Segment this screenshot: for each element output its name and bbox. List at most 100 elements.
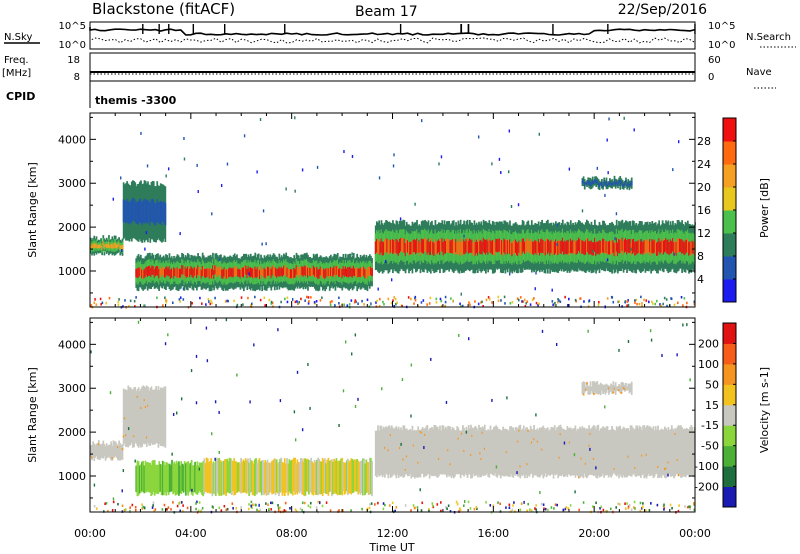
velocity-ground-mark (223, 504, 226, 508)
velocity-mark (483, 447, 486, 450)
velocity-mark (451, 427, 454, 477)
velocity-mark (607, 387, 610, 390)
power-mark (433, 242, 436, 256)
velocity-mark (324, 458, 326, 493)
velocity-mark (307, 459, 310, 495)
power-ground-mark (329, 303, 332, 307)
velocity-ground-mark (617, 502, 619, 506)
power-ground-mark (428, 302, 431, 305)
power-mark (450, 239, 453, 253)
power-ground-mark (304, 299, 306, 302)
velocity-ground-mark (693, 508, 696, 512)
cpid-value: themis -3300 (95, 94, 177, 107)
power-mark (415, 240, 417, 255)
power-mark (160, 268, 163, 277)
power-scatter-mark (351, 252, 353, 256)
velocity-mark (175, 460, 178, 495)
velocity-mark (593, 392, 595, 395)
power-mark (466, 237, 469, 252)
velocity-mark (440, 430, 443, 475)
velocity-ground-mark (609, 507, 612, 511)
velocity-mark (267, 462, 270, 495)
colorbar-tick-label: 12 (697, 227, 711, 240)
velocity-mark (342, 461, 345, 491)
power-mark (126, 198, 129, 223)
velocity-mark (286, 458, 288, 492)
velocity-mark (142, 385, 145, 444)
velocity-mark (602, 426, 604, 474)
velocity-mark (441, 425, 444, 475)
power-scatter-mark (351, 154, 354, 158)
velocity-ground-mark (284, 509, 287, 513)
velocity-mark (190, 459, 193, 495)
velocity-mark (235, 461, 238, 493)
velocity-mark (617, 386, 619, 391)
power-mark (371, 268, 373, 277)
velocity-mark (121, 444, 124, 460)
velocity-mark (123, 417, 126, 420)
power-mark (180, 268, 182, 278)
power-mark (522, 238, 525, 252)
power-ground-mark (439, 297, 442, 301)
velocity-scatter-mark (573, 453, 576, 457)
velocity-mark (304, 458, 307, 496)
power-ground-mark (319, 299, 322, 302)
velocity-ground-mark (338, 509, 340, 512)
power-mark (358, 268, 361, 277)
velocity-mark (154, 389, 156, 445)
velocity-mark (618, 384, 620, 392)
power-mark (406, 240, 409, 253)
power-mark (214, 265, 217, 275)
velocity-mark (530, 428, 533, 474)
velocity-scatter-mark (495, 465, 498, 469)
velocity-scatter-mark (214, 400, 217, 404)
velocity-ground-mark (599, 507, 601, 510)
velocity-mark (195, 465, 198, 495)
power-mark (638, 239, 641, 254)
power-scatter-mark (535, 271, 537, 275)
power-mark (134, 199, 137, 222)
power-scatter-mark (112, 197, 114, 201)
power-mark (590, 182, 593, 187)
power-ground-mark (525, 301, 528, 305)
power-mark (254, 266, 257, 278)
power-mark (230, 267, 233, 277)
x-tick-label: 04:00 (175, 527, 207, 540)
power-mark (297, 266, 300, 276)
velocity-mark (397, 426, 400, 479)
power-scatter-mark (576, 223, 579, 227)
velocity-ground-mark (178, 502, 180, 505)
velocity-mark (311, 461, 314, 495)
velocity-mark (152, 459, 155, 492)
velocity-mark (164, 465, 166, 493)
power-mark (228, 268, 230, 278)
velocity-mark (652, 426, 655, 479)
power-mark (313, 267, 316, 277)
velocity-mark (629, 425, 632, 477)
power-scatter-mark (226, 162, 229, 166)
velocity-mark (439, 425, 441, 475)
power-mark (601, 181, 603, 186)
power-mark (278, 266, 281, 277)
velocity-ground-mark (687, 505, 689, 509)
velocity-mark (142, 460, 145, 493)
velocity-ground-mark (497, 501, 499, 504)
power-mark (356, 267, 359, 278)
power-ground-mark (554, 301, 556, 305)
power-mark (119, 245, 122, 250)
velocity-mark (163, 386, 166, 447)
power-ground-mark (683, 297, 686, 300)
power-mark (622, 183, 625, 188)
velocity-mark (165, 462, 168, 496)
velocity-mark (480, 428, 483, 477)
velocity-ground-mark (195, 507, 197, 511)
velocity-mark (336, 461, 339, 496)
velocity-mark (161, 460, 164, 496)
power-mark (175, 268, 178, 278)
velocity-mark (157, 464, 160, 495)
velocity-mark (655, 429, 658, 474)
velocity-mark (176, 462, 179, 494)
power-scatter-mark (604, 193, 606, 197)
velocity-ground-mark (182, 510, 184, 513)
velocity-ground-mark (663, 508, 665, 511)
